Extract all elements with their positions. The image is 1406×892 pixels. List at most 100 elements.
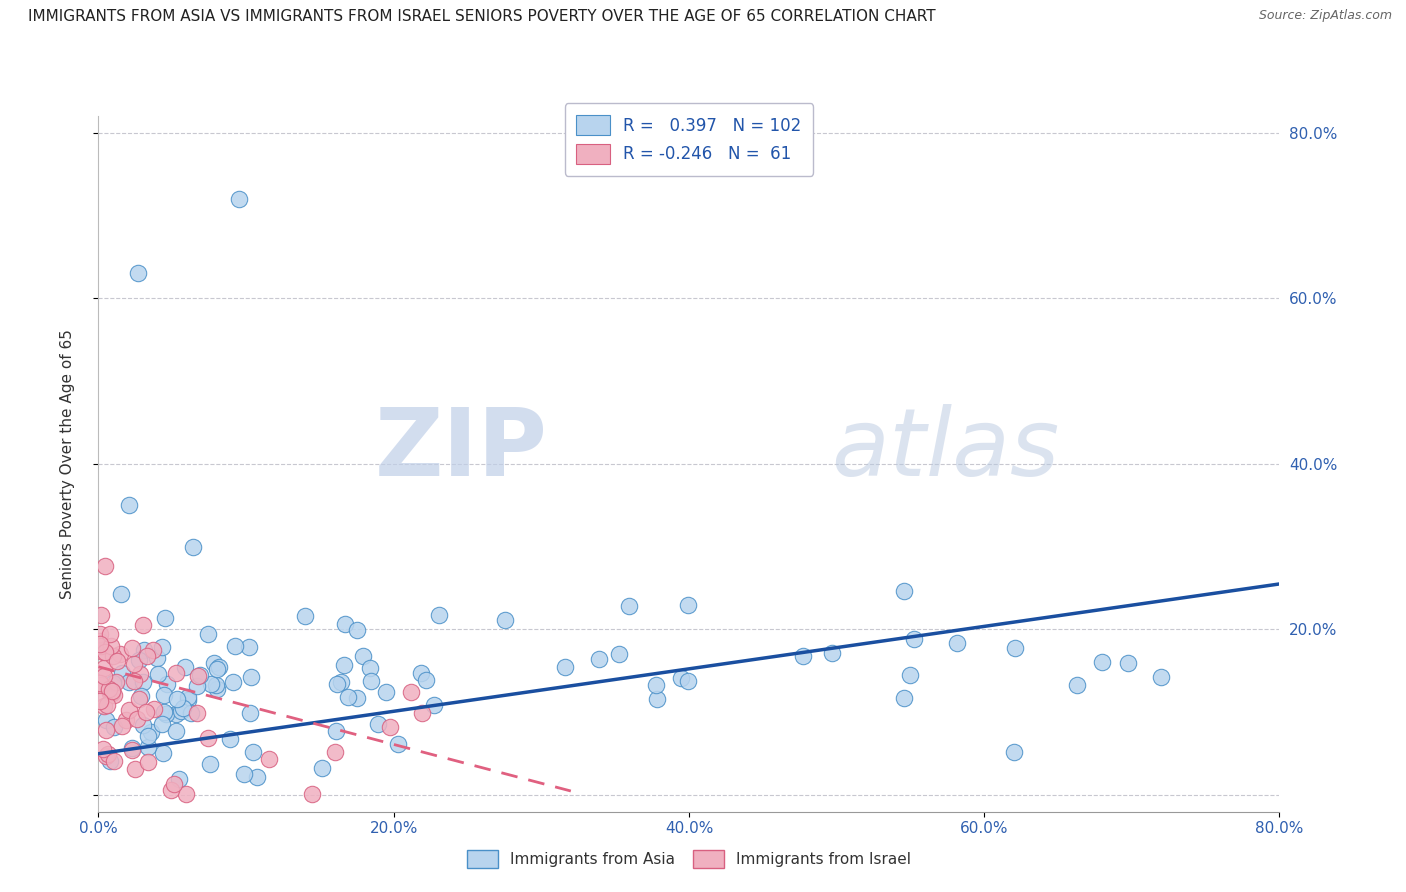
Text: IMMIGRANTS FROM ASIA VS IMMIGRANTS FROM ISRAEL SENIORS POVERTY OVER THE AGE OF 6: IMMIGRANTS FROM ASIA VS IMMIGRANTS FROM … (28, 9, 936, 24)
Point (1091, 656, 1114, 670)
Point (222, 674, 245, 689)
Point (427, 608, 450, 623)
Point (257, 752, 280, 766)
Point (335, 617, 357, 632)
Point (96, 698, 118, 713)
Point (122, 673, 145, 688)
Point (554, 659, 576, 673)
Point (146, 650, 169, 665)
Point (90, 608, 112, 623)
Point (96, 723, 118, 737)
Point (415, 673, 437, 688)
Point (301, 788, 323, 802)
Point (617, 599, 640, 614)
Point (153, 705, 176, 719)
Point (101, 649, 124, 664)
Point (111, 666, 134, 681)
Point (378, 720, 401, 734)
Point (122, 657, 145, 672)
Point (135, 705, 157, 719)
Point (360, 673, 382, 688)
Point (93, 558, 115, 573)
Point (208, 660, 231, 674)
Point (1150, 670, 1173, 684)
Point (141, 724, 163, 739)
Point (98, 627, 121, 641)
Point (494, 613, 516, 627)
Point (93, 669, 115, 683)
Point (107, 654, 129, 668)
Point (101, 684, 124, 698)
Point (359, 661, 381, 675)
Point (142, 643, 165, 657)
Point (676, 674, 699, 689)
Point (91, 742, 114, 756)
Point (1066, 678, 1088, 692)
Point (645, 678, 668, 692)
Point (103, 755, 125, 769)
Point (89, 676, 111, 690)
Point (399, 685, 422, 699)
Point (676, 598, 699, 612)
Text: atlas: atlas (831, 404, 1059, 495)
Point (100, 640, 122, 654)
Point (136, 755, 159, 769)
Point (647, 692, 669, 706)
Point (167, 772, 190, 786)
Point (128, 652, 150, 666)
Point (202, 656, 225, 670)
Point (207, 662, 229, 676)
Point (165, 666, 187, 681)
Point (186, 679, 208, 693)
Point (166, 691, 188, 706)
Point (411, 706, 433, 721)
Point (893, 691, 915, 706)
Point (110, 587, 132, 601)
Point (98, 754, 121, 768)
Point (224, 640, 246, 654)
Point (323, 745, 346, 759)
Point (174, 788, 197, 802)
Point (118, 498, 141, 512)
Point (669, 671, 692, 685)
Point (136, 739, 159, 754)
Point (121, 743, 143, 757)
Point (103, 720, 125, 734)
Point (89, 693, 111, 707)
Point (152, 747, 174, 761)
Point (155, 707, 177, 722)
Point (111, 719, 134, 733)
Point (205, 678, 228, 692)
Point (96, 748, 118, 763)
Point (174, 660, 197, 674)
Point (198, 757, 221, 772)
Point (132, 674, 155, 689)
Point (190, 668, 212, 682)
Point (346, 690, 368, 705)
Point (186, 706, 208, 720)
Point (374, 685, 396, 699)
Point (131, 718, 153, 732)
Point (136, 729, 159, 743)
Point (104, 675, 127, 690)
Point (89, 627, 111, 641)
Point (148, 666, 170, 681)
Point (90, 639, 112, 653)
Point (1118, 657, 1140, 671)
Point (118, 674, 141, 689)
Point (294, 608, 316, 623)
Point (89, 637, 111, 651)
Point (352, 649, 374, 664)
Point (336, 690, 359, 704)
Point (89, 633, 111, 648)
Point (118, 703, 141, 717)
Point (134, 642, 156, 657)
Point (160, 783, 183, 797)
Point (239, 670, 262, 684)
Point (128, 666, 150, 681)
Point (163, 777, 186, 791)
Point (200, 677, 222, 691)
Point (165, 724, 187, 739)
Point (1004, 641, 1026, 656)
Point (325, 723, 347, 738)
